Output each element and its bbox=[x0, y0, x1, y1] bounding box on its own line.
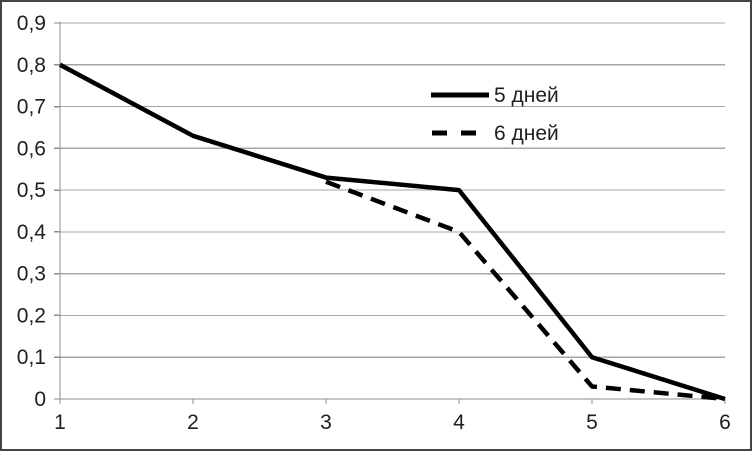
legend-label-6-days: 6 дней bbox=[494, 121, 559, 145]
x-tick-label: 1 bbox=[54, 411, 66, 434]
legend-item-5-days: 5 дней bbox=[431, 76, 559, 114]
x-tick-label: 6 bbox=[719, 411, 731, 434]
series-line-6-days bbox=[325, 179, 726, 402]
legend-item-6-days: 6 дней bbox=[431, 114, 559, 152]
chart-legend: 5 дней 6 дней bbox=[431, 76, 559, 152]
y-tick-label: 0,5 bbox=[17, 179, 46, 202]
y-tick-label: 0,3 bbox=[17, 263, 46, 286]
y-tick-label: 0,1 bbox=[17, 346, 46, 369]
y-tick-label: 0,2 bbox=[17, 304, 46, 327]
y-tick-label: 0,6 bbox=[17, 137, 46, 160]
solid-line-swatch-icon bbox=[431, 92, 489, 98]
y-tick-label: 0,9 bbox=[17, 12, 46, 35]
y-tick-label: 0,7 bbox=[17, 96, 46, 119]
x-tick-label: 5 bbox=[586, 411, 598, 434]
x-tick-label: 4 bbox=[453, 411, 465, 434]
series-line-5-days bbox=[58, 62, 726, 402]
x-tick-label: 2 bbox=[187, 411, 199, 434]
y-tick-label: 0,8 bbox=[17, 54, 46, 77]
dashed-line-swatch-icon bbox=[432, 130, 478, 136]
y-tick-label: 0 bbox=[34, 388, 46, 411]
x-tick-label: 3 bbox=[320, 411, 332, 434]
y-tick-label: 0,4 bbox=[17, 221, 47, 244]
legend-label-5-days: 5 дней bbox=[494, 83, 559, 107]
